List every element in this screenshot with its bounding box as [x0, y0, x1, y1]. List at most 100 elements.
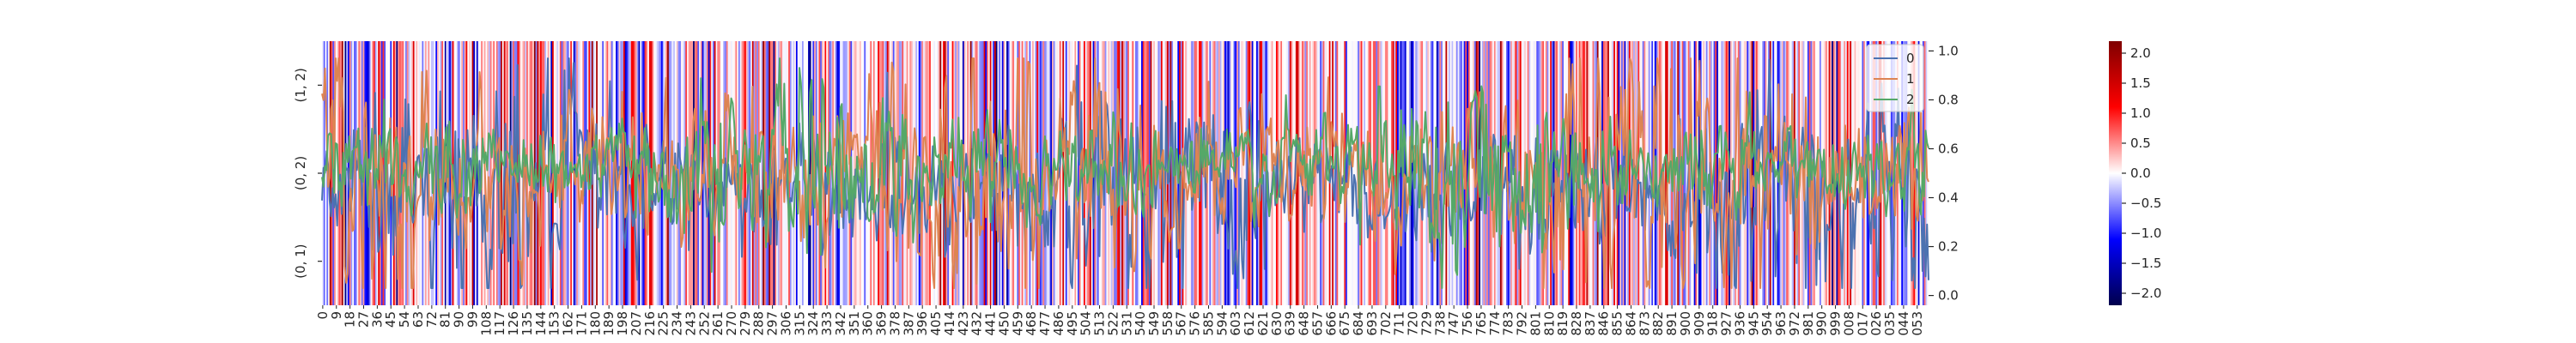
heatmap-cell — [823, 41, 825, 305]
x-tick-label: 99 — [465, 311, 480, 328]
heatmap-cell — [1124, 41, 1127, 305]
heatmap-cell — [423, 41, 426, 305]
heatmap-cell — [412, 41, 416, 305]
x-tick-label: 927 — [1719, 311, 1735, 336]
heatmap-cell — [1433, 41, 1436, 305]
heatmap-cell — [1659, 41, 1662, 305]
heatmap-cell — [929, 41, 932, 305]
heatmap-cell — [1854, 41, 1856, 305]
x-tick-label: 711 — [1392, 311, 1407, 336]
x-tick-label: 828 — [1569, 311, 1584, 336]
colorbar-tick-label: 1.5 — [2130, 75, 2151, 91]
x-tick-label: 495 — [1065, 311, 1080, 336]
heatmap-cell — [793, 41, 795, 305]
x-tick-label: 972 — [1787, 311, 1802, 336]
heatmap-cell — [1558, 41, 1561, 305]
heatmap-cell — [1229, 41, 1231, 305]
x-tick-label: 855 — [1610, 311, 1625, 336]
heatmap-cell — [847, 41, 850, 305]
heatmap-cell — [1059, 41, 1062, 305]
x-tick-label: 540 — [1133, 311, 1148, 336]
heatmap-cell — [1334, 41, 1337, 305]
heatmap-cell — [488, 41, 491, 305]
heatmap-cell — [1728, 41, 1731, 305]
colorbar-tick-label: 2.0 — [2130, 45, 2151, 61]
heatmap-cell — [495, 41, 497, 305]
legend-label-2: 2 — [1906, 92, 1915, 107]
heatmap-cell — [1060, 41, 1063, 305]
heatmap-cell — [1039, 41, 1042, 305]
heatmap-cell — [1225, 41, 1228, 305]
heatmap-cell — [1715, 41, 1717, 305]
heatmap-cell — [1394, 41, 1396, 305]
heatmap-cell — [1207, 41, 1210, 305]
x-tick-label: 729 — [1419, 311, 1434, 336]
x-tick-label: 36 — [369, 311, 385, 328]
x-tick-label: 351 — [847, 311, 862, 336]
legend-label-0: 0 — [1906, 51, 1915, 66]
x-tick-label: 324 — [805, 311, 821, 336]
heatmap-cell — [1029, 41, 1031, 305]
heatmap-cell — [1150, 41, 1152, 305]
heatmap-cell — [1919, 41, 1922, 305]
legend: 0 1 2 — [1866, 44, 1924, 112]
series-line-1 — [321, 57, 1929, 290]
x-tick-label: 720 — [1406, 311, 1421, 336]
heatmap-cell — [1647, 41, 1649, 305]
heatmap-cell — [1503, 41, 1505, 305]
heatmap-cell — [1352, 41, 1354, 305]
heatmap-cell — [1639, 41, 1642, 305]
heatmap-cell — [1377, 41, 1380, 305]
heatmap-cell — [815, 41, 818, 305]
heatmap-cell — [1366, 41, 1369, 305]
x-tick-label: 171 — [574, 311, 589, 336]
heatmap-cell — [597, 41, 600, 305]
x-tick-label: 117 — [492, 311, 507, 336]
right-tick-label: 1.0 — [1938, 43, 1959, 58]
heatmap-cell — [325, 41, 327, 305]
row-label: (0, 1) — [293, 244, 308, 279]
heatmap-cell — [1768, 41, 1771, 305]
heatmap-cell — [1736, 41, 1739, 305]
heatmap-cell — [1737, 41, 1741, 305]
heatmap-cell — [699, 41, 702, 305]
heatmap-cell — [571, 41, 574, 305]
heatmap-cell — [1628, 41, 1631, 305]
x-tick-label: 288 — [751, 311, 767, 336]
heatmap-cell — [864, 41, 866, 305]
x-tick-label: 216 — [642, 311, 658, 336]
heatmap-cell — [1297, 41, 1299, 305]
x-tick-label: 162 — [561, 311, 576, 336]
heatmap-cell — [1243, 41, 1247, 305]
x-tick-label: 558 — [1160, 311, 1176, 336]
heatmap-cell — [1707, 41, 1710, 305]
x-tick-label: 486 — [1051, 311, 1066, 336]
heatmap-cell — [799, 41, 801, 305]
x-tick-label: 261 — [710, 311, 726, 336]
x-tick-label: 243 — [683, 311, 698, 336]
heatmap-cell — [832, 41, 835, 305]
x-tick-label: 017 — [1855, 311, 1870, 336]
x-tick-label: 008 — [1841, 311, 1856, 336]
colorbar-gradient — [2109, 41, 2122, 305]
x-tick-label: 639 — [1283, 311, 1298, 336]
x-tick-label: 153 — [547, 311, 562, 336]
heatmap-cell — [1751, 41, 1753, 305]
heatmap-cell — [641, 41, 644, 305]
x-tick-label: 702 — [1378, 311, 1394, 336]
heatmap-cell — [842, 41, 845, 305]
heatmap-cell — [1288, 41, 1291, 305]
heatmap-cell — [1262, 41, 1265, 305]
x-tick-label: 918 — [1705, 311, 1721, 336]
x-tick-label: 459 — [1010, 311, 1025, 336]
heatmap-cell — [791, 41, 793, 305]
heatmap-cell — [1071, 41, 1074, 305]
heatmap-cell — [1850, 41, 1852, 305]
x-tick-label: 044 — [1896, 311, 1911, 336]
x-tick-label: 405 — [928, 311, 944, 336]
x-tick-label: 873 — [1637, 311, 1652, 336]
heatmap-cell — [1562, 41, 1564, 305]
heatmap-cell — [580, 41, 583, 305]
heatmap-cell — [661, 41, 664, 305]
